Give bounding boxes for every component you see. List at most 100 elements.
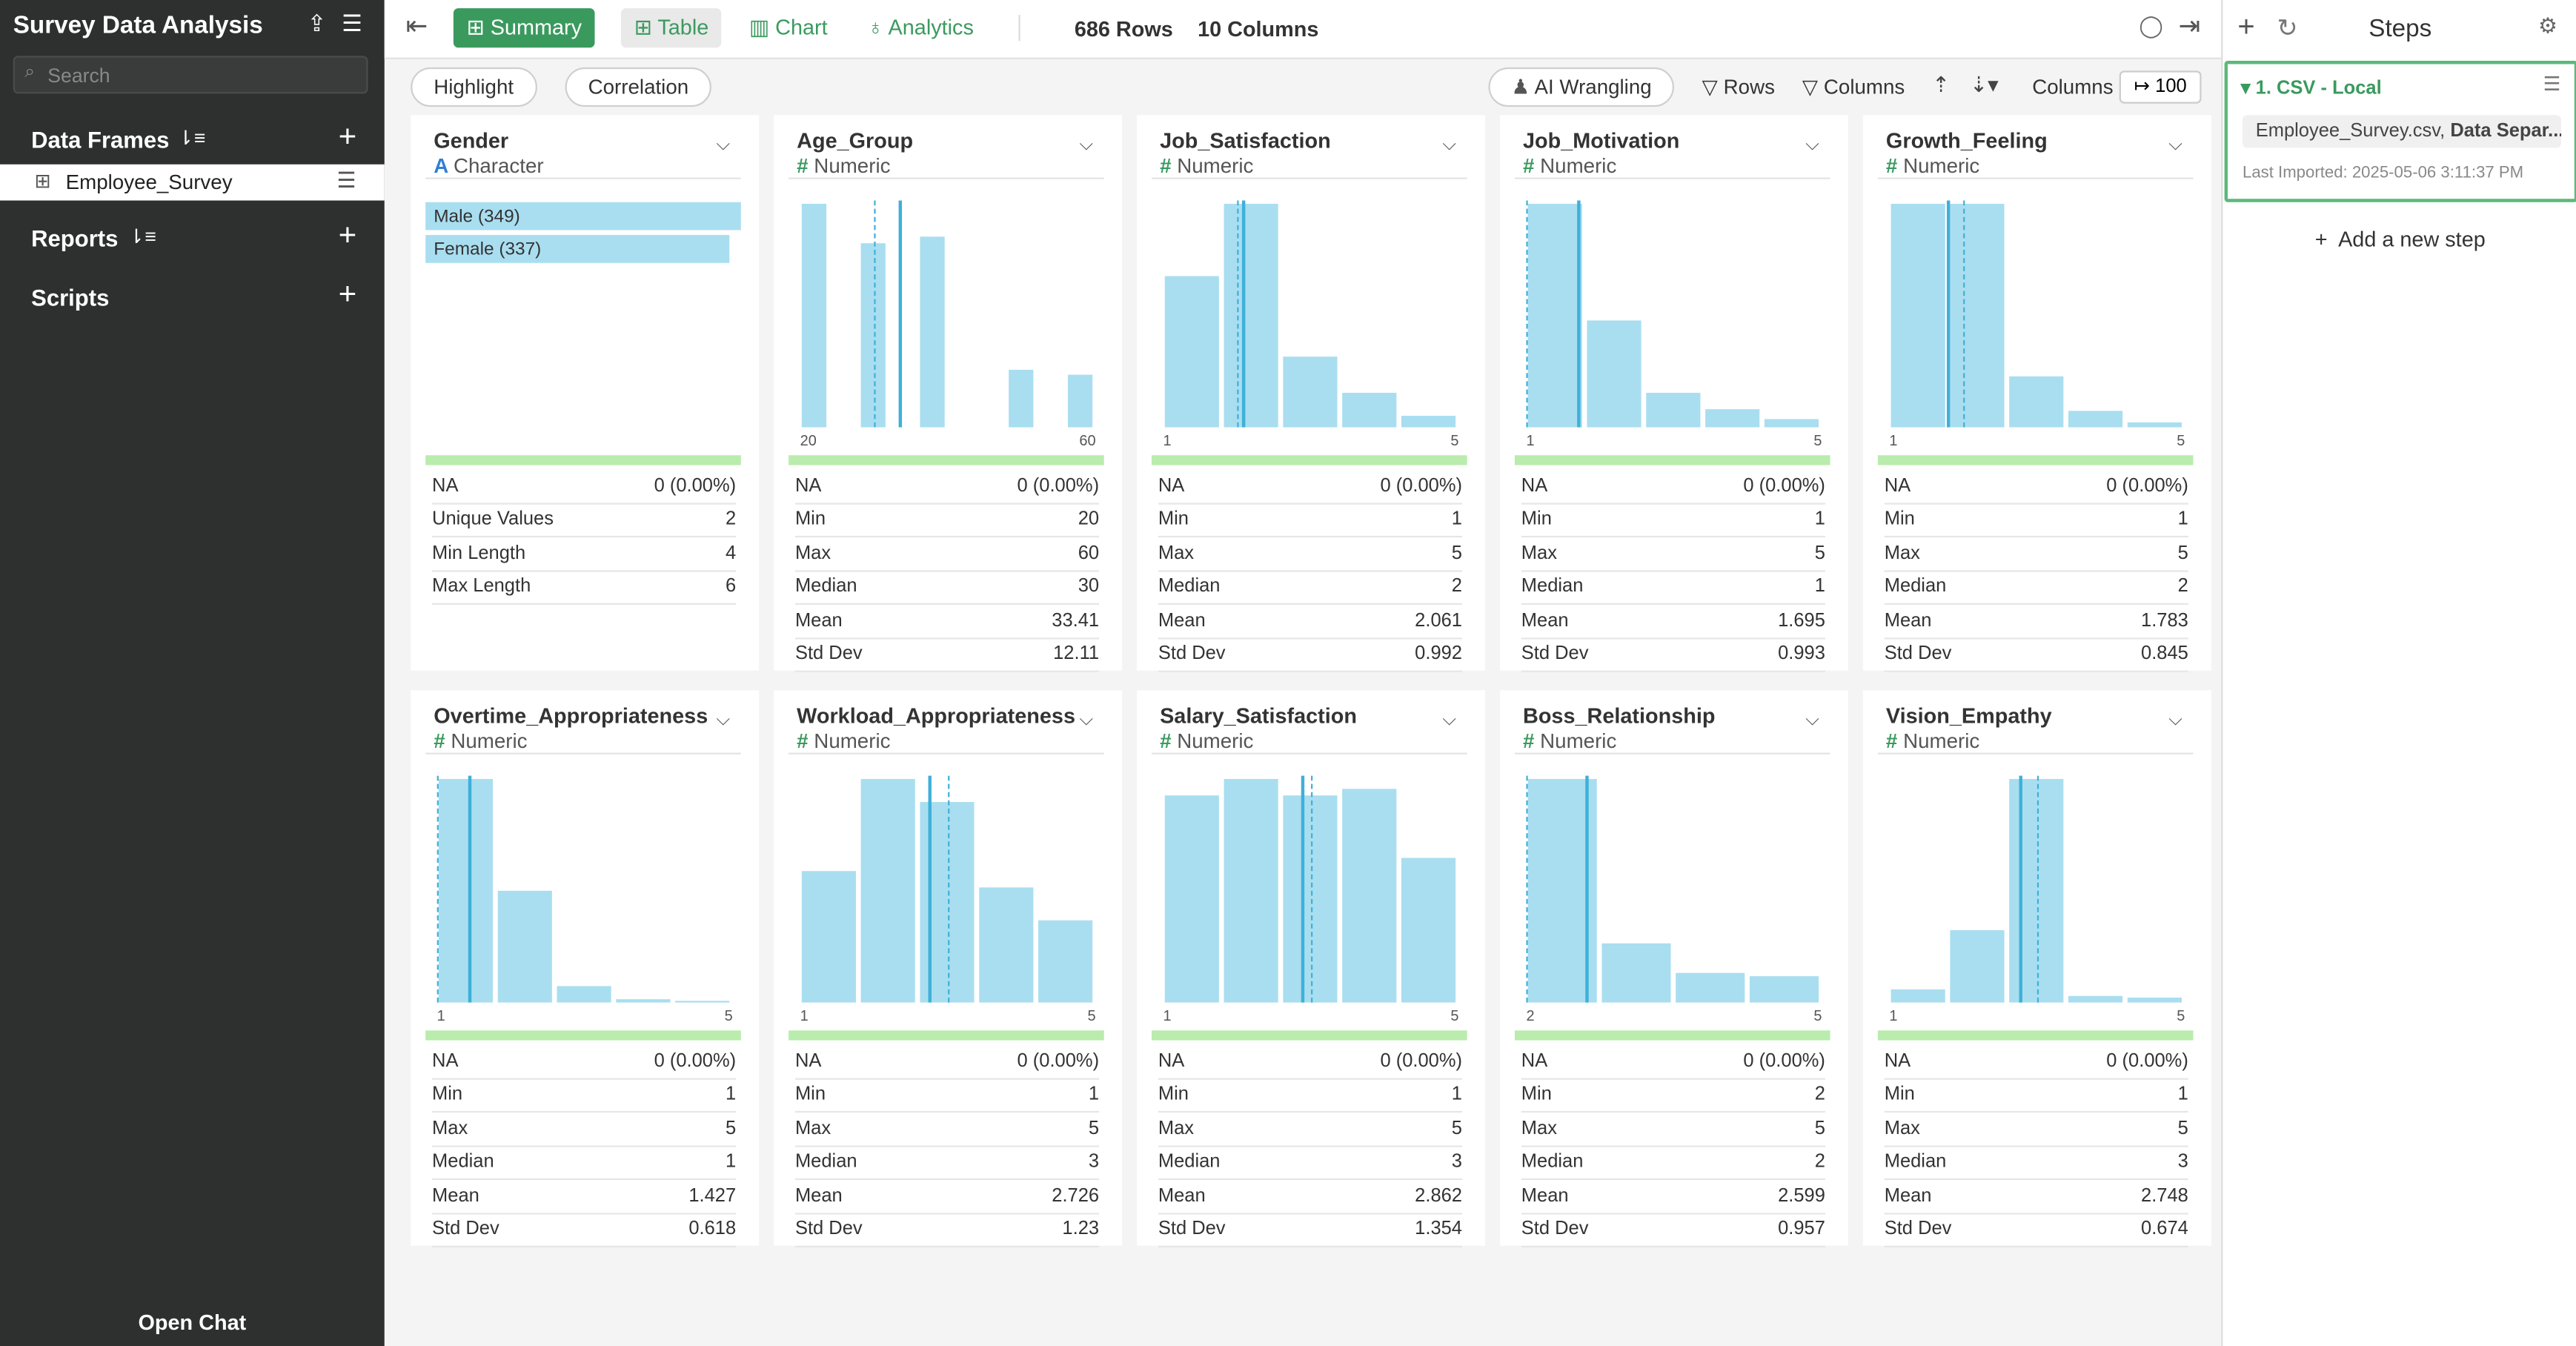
stat-value: 2.726 — [1052, 1186, 1100, 1206]
stat-row: Max 5 — [1884, 537, 2188, 572]
refresh-icon[interactable]: ↻ — [2277, 14, 2298, 43]
tab[interactable]: ♁ Analytics — [867, 14, 974, 40]
stat-value: 1.783 — [2141, 610, 2188, 631]
stat-row: Max 5 — [1158, 1113, 1462, 1147]
open-chat[interactable]: Open Chat — [138, 1310, 247, 1335]
settings-icon[interactable]: ⚙ — [2538, 13, 2557, 38]
stat-row: Std Dev 12.11 — [794, 637, 1100, 672]
add-step[interactable]: + Add a new step — [2314, 226, 2486, 252]
stat-label: Max — [432, 1118, 468, 1139]
histogram-bar — [1283, 357, 1338, 428]
chevron[interactable]: ⌵ — [1079, 709, 1093, 730]
column-card: Overtime_Appropriateness ⌵ # Numeric 1 5 NA 0 … — [411, 690, 760, 1247]
highlight-button[interactable]: Highlight — [411, 67, 537, 107]
stat-label: NA — [794, 477, 822, 497]
stat-label: Median — [1521, 577, 1584, 597]
chevron[interactable]: ⌵ — [1805, 709, 1819, 730]
category-bar: Male (349) — [425, 202, 741, 231]
stat-value: 1.23 — [1062, 1219, 1100, 1239]
stat-row: Median 1 — [432, 1146, 737, 1181]
add-step-label: Add a new step — [2338, 226, 2486, 252]
limit-input[interactable]: ↦ 100 — [2119, 70, 2202, 104]
correlation-button[interactable]: Correlation — [565, 67, 712, 107]
frame-item[interactable]: ⊞ Employee_Survey ☰ — [0, 164, 385, 201]
column-card: Job_Motivation ⌵ # Numeric 1 5 NA 0 (0.00%) Min… — [1499, 115, 1848, 672]
stat-row: Max Length 6 — [432, 571, 737, 606]
chevron[interactable]: ⌵ — [716, 709, 731, 730]
search-box[interactable]: ⌕ Search — [13, 56, 368, 94]
stat-label: Unique Values — [432, 510, 554, 530]
histogram-bar — [1401, 415, 1456, 428]
ai-label: AI Wrangling — [1534, 75, 1652, 99]
histogram-bar — [979, 887, 1034, 1003]
stat-label: Mean — [1521, 1186, 1569, 1206]
sort-icon[interactable]: ⇂≡ — [177, 126, 206, 150]
stat-row: Median 2 — [1521, 1146, 1825, 1181]
stat-label: Std Dev — [1884, 644, 1952, 664]
median-line — [874, 200, 876, 428]
rows-filter[interactable]: ▽ Rows — [1702, 75, 1775, 99]
histogram-bar — [557, 986, 611, 1003]
chevron[interactable]: ⌵ — [2168, 709, 2182, 730]
collapse-icon[interactable]: ⇤ — [405, 13, 428, 42]
stat-row: Max 5 — [432, 1113, 737, 1147]
tab[interactable]: ⊞ Summary — [453, 8, 595, 48]
expand-icon[interactable]: ⇥ — [2178, 13, 2201, 42]
chevron[interactable]: ⌵ — [1442, 134, 1456, 155]
upload-icon[interactable]: ⇡ — [1932, 72, 1951, 97]
histogram-bar — [1283, 795, 1338, 1003]
tab-label: Table — [657, 14, 709, 40]
tab[interactable]: ▥ Chart — [748, 14, 828, 40]
stat-row: Std Dev 0.992 — [1158, 637, 1462, 672]
axis-min: 2 — [1526, 1007, 1535, 1024]
upload-icon[interactable]: ⇪ — [307, 10, 327, 36]
stat-value: 60 — [1078, 543, 1100, 564]
stat-row: NA 0 (0.00%) — [794, 1045, 1100, 1080]
stat-label: Std Dev — [1521, 644, 1589, 664]
mean-line — [1301, 775, 1304, 1003]
histogram-bar — [1676, 972, 1745, 1003]
add-icon[interactable]: + — [338, 218, 357, 253]
stat-row: Min 20 — [794, 503, 1100, 538]
ai-wrangling-button[interactable]: ♟ AI Wrangling — [1488, 67, 1675, 107]
stat-row: Min 1 — [1158, 503, 1462, 538]
chevron[interactable]: ⌵ — [1805, 134, 1819, 155]
histogram-bar — [1890, 203, 1945, 428]
stat-row: Max 5 — [1158, 537, 1462, 572]
comment-icon[interactable]: ◯ — [2139, 13, 2163, 38]
chevron[interactable]: ⌵ — [1442, 709, 1456, 730]
chevron[interactable]: ⌵ — [716, 134, 731, 155]
axis-max: 5 — [1450, 432, 1459, 449]
stat-value: 2 — [1814, 1152, 1825, 1173]
stat-label: NA — [1521, 1052, 1548, 1072]
stat-value: 1 — [1088, 1085, 1100, 1105]
column-name: Age_Group — [797, 127, 914, 153]
histogram-bar — [1950, 930, 2005, 1003]
stat-value: 0.674 — [2141, 1219, 2188, 1239]
type-label: Numeric — [451, 729, 528, 753]
menu-icon[interactable]: ☰ — [342, 10, 362, 36]
histogram-bar — [2009, 376, 2064, 428]
stat-value: 1.427 — [688, 1186, 737, 1206]
add-icon[interactable]: + — [338, 119, 357, 155]
chevron[interactable]: ⌵ — [2168, 134, 2182, 155]
sort-icon[interactable]: ⇂≡ — [127, 225, 156, 248]
stat-row: Std Dev 0.618 — [432, 1213, 737, 1247]
step-card[interactable]: ▾ 1. CSV - Local ☰ Employee_Survey.csv, … — [2224, 61, 2576, 202]
chevron[interactable]: ⌵ — [1079, 134, 1093, 155]
download-icon[interactable]: ⇣▾ — [1969, 72, 1999, 97]
stat-row: Max 60 — [794, 537, 1100, 572]
axis-max: 5 — [2177, 1007, 2185, 1024]
stat-row: Std Dev 0.674 — [1884, 1213, 2188, 1247]
type-label: Numeric — [1540, 729, 1617, 753]
stat-label: Mean — [794, 1186, 843, 1206]
valid-bar — [425, 455, 741, 465]
stat-row: Min 2 — [1521, 1078, 1825, 1114]
column-type: # Numeric — [434, 729, 528, 753]
columns-filter[interactable]: ▽ Columns — [1802, 75, 1905, 99]
add-icon[interactable]: + — [338, 277, 357, 313]
valid-bar — [1152, 1030, 1467, 1041]
tab[interactable]: ⊞ Table — [620, 8, 722, 48]
add-icon[interactable]: + — [2237, 10, 2255, 43]
stat-row: NA 0 (0.00%) — [1158, 1045, 1462, 1080]
